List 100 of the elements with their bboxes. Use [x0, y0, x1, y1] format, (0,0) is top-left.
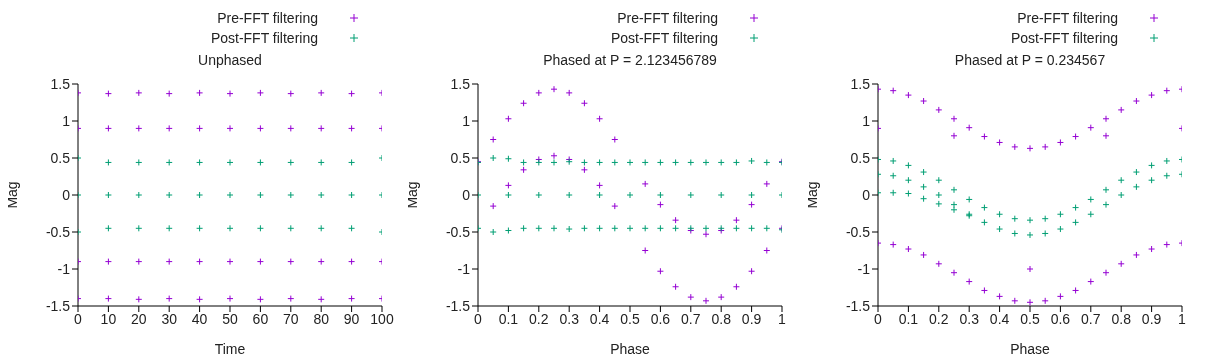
point: [596, 115, 604, 123]
point: [889, 87, 897, 95]
point: [104, 90, 112, 98]
y-axis-title: Mag: [803, 181, 820, 209]
point: [226, 124, 234, 132]
point: [504, 115, 512, 123]
point: [348, 224, 356, 232]
point: [672, 283, 680, 291]
x-tick-label: 30: [161, 310, 178, 327]
point: [1056, 225, 1064, 233]
point: [565, 89, 573, 97]
point: [920, 183, 928, 191]
point: [996, 225, 1004, 233]
point: [687, 191, 695, 199]
point: [611, 224, 619, 232]
point: [889, 157, 897, 165]
point: [520, 99, 528, 107]
point: [287, 295, 295, 303]
point: [535, 224, 543, 232]
point: [104, 258, 112, 266]
x-tick-label: 0.8: [711, 310, 732, 327]
x-tick-label: 10: [100, 310, 117, 327]
point: [717, 293, 725, 301]
x-tick-label: 0.6: [650, 310, 671, 327]
x-tick-label: 100: [370, 310, 394, 327]
point: [1072, 218, 1080, 226]
point: [1041, 297, 1049, 305]
point: [920, 251, 928, 259]
x-tick-label: 1: [778, 310, 787, 327]
chart-title: Phased at P = 2.123456789: [542, 52, 718, 70]
point: [1163, 241, 1171, 249]
x-tick-label: 0: [874, 310, 883, 327]
x-tick-label: 0.4: [589, 310, 610, 327]
point: [656, 201, 664, 209]
y-tick-label: 1.5: [50, 75, 71, 92]
point: [935, 176, 943, 184]
point: [935, 106, 943, 114]
point: [1102, 132, 1110, 140]
point: [489, 154, 497, 162]
point: [904, 161, 912, 169]
point: [580, 166, 588, 174]
point: [256, 191, 264, 199]
x-tick-label: 70: [283, 310, 299, 327]
point: [1011, 143, 1019, 151]
point: [920, 195, 928, 203]
point: [904, 245, 912, 253]
point: [996, 138, 1004, 146]
point: [1011, 297, 1019, 305]
point: [1087, 124, 1095, 132]
point: [1102, 201, 1110, 209]
point: [656, 267, 664, 275]
point: [950, 115, 958, 123]
point: [641, 224, 649, 232]
point: [317, 224, 325, 232]
point: [980, 133, 988, 141]
point: [732, 158, 740, 166]
point: [226, 258, 234, 266]
legend-label: Pre-FFT filtering: [217, 10, 318, 26]
point: [104, 191, 112, 199]
point: [1026, 216, 1034, 224]
point: [256, 124, 264, 132]
point: [165, 124, 173, 132]
point: [535, 89, 543, 97]
point: [550, 152, 558, 160]
x-tick-label: 0.3: [559, 310, 580, 327]
y-tick-label: 0.5: [450, 149, 471, 166]
point: [980, 204, 988, 212]
point: [763, 158, 771, 166]
x-tick-label: 0.9: [1141, 310, 1162, 327]
point: [226, 90, 234, 98]
point: [1072, 286, 1080, 294]
x-tick-label: 0: [474, 310, 483, 327]
point: [135, 295, 143, 303]
point: [1148, 161, 1156, 169]
point: [287, 90, 295, 98]
point: [996, 210, 1004, 218]
point: [1102, 186, 1110, 194]
x-axis-title: Phase: [610, 341, 651, 357]
point: [1132, 168, 1140, 176]
point: [196, 224, 204, 232]
point: [717, 191, 725, 199]
point: [732, 216, 740, 224]
point: [904, 91, 912, 99]
point: [748, 157, 756, 165]
point: [226, 224, 234, 232]
point: [980, 218, 988, 226]
point: [317, 258, 325, 266]
point: [287, 258, 295, 266]
point: [996, 292, 1004, 300]
legend-label: Post-FFT filtering: [210, 30, 318, 46]
point: [196, 295, 204, 303]
point: [1056, 292, 1064, 300]
x-tick-label: 0.9: [741, 310, 762, 327]
point: [256, 89, 264, 97]
y-tick-label: -1: [457, 260, 471, 277]
y-tick-label: -0.5: [445, 223, 471, 240]
y-tick-label: 1.5: [450, 75, 471, 92]
point: [196, 89, 204, 97]
point: [135, 191, 143, 199]
point: [935, 260, 943, 268]
